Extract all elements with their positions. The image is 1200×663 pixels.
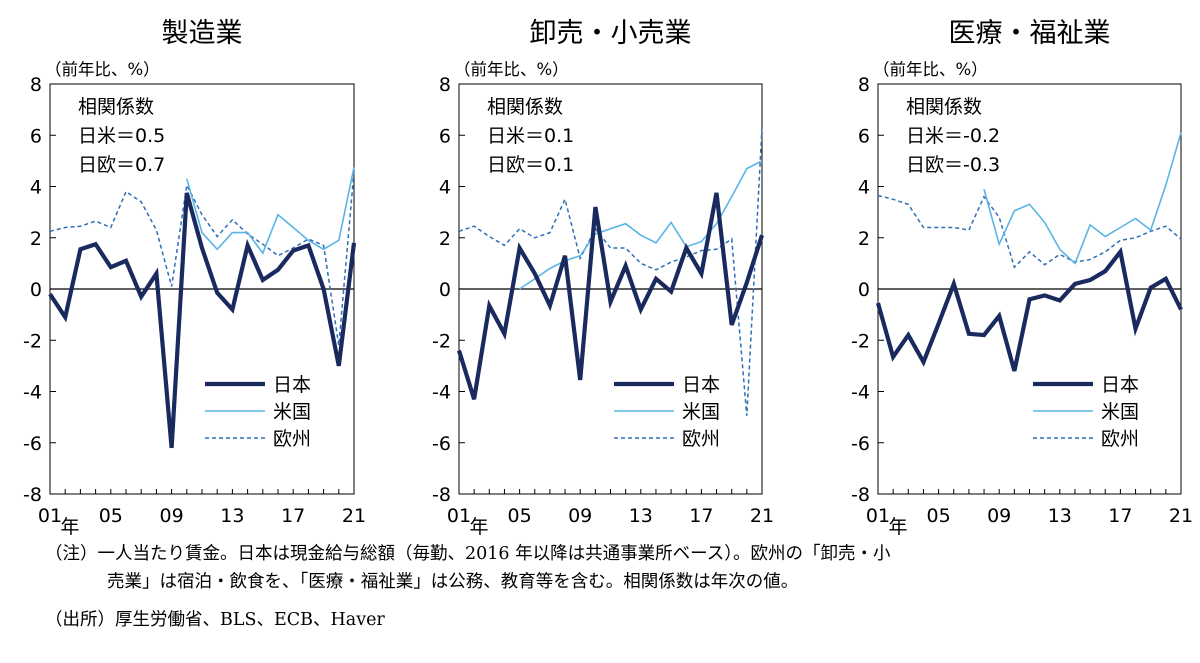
chart-title: 製造業	[162, 18, 243, 49]
y-tick-label: -4	[23, 382, 42, 404]
x-tick-label: 17	[281, 505, 305, 527]
y-tick-label: 2	[439, 228, 451, 250]
x-tick-label: 21	[1169, 505, 1193, 527]
y-tick-label: -8	[432, 484, 451, 506]
series-us-line	[186, 167, 355, 255]
series-eu-line	[49, 171, 355, 346]
chart-title: 医療・福祉業	[949, 18, 1111, 49]
note-line-1: （注）一人当たり賃金。日本は現金給与総額（毎勤、2016 年以降は共通事業所ベー…	[45, 544, 891, 564]
y-tick-label: 0	[439, 279, 451, 301]
corr-value: 日米＝0.5	[78, 125, 165, 147]
y-tick-label: 8	[439, 74, 451, 96]
series-eu-legend-label: 欧州	[273, 428, 311, 450]
x-tick-label: 13	[220, 505, 244, 527]
y-tick-label: -4	[432, 382, 451, 404]
y-tick-label: 4	[858, 177, 870, 199]
series-eu-legend-label: 欧州	[1101, 428, 1139, 450]
unit-label: （前年比、%）	[45, 60, 160, 79]
x-tick-label: 13	[629, 505, 653, 527]
series-eu-line	[458, 127, 763, 416]
source-note: （出所）厚生労働省、BLS、ECB、Haver	[45, 610, 385, 630]
corr-value: 日欧＝0.1	[487, 154, 574, 176]
y-tick-label: -8	[851, 484, 870, 506]
x-tick-label: 09	[160, 505, 184, 527]
y-tick-label: 2	[30, 228, 42, 250]
y-tick-label: 4	[30, 177, 42, 199]
x-tick-label: 21	[342, 505, 366, 527]
series-us-line	[519, 160, 763, 290]
x-year-label: 年	[469, 516, 488, 538]
x-tick-label: 09	[568, 505, 592, 527]
x-year-label: 年	[888, 516, 907, 538]
corr-value: 日欧＝0.7	[78, 154, 165, 176]
corr-heading: 相関係数	[906, 96, 982, 118]
y-tick-label: -8	[23, 484, 42, 506]
y-tick-label: 8	[858, 74, 870, 96]
series-us-legend-label: 米国	[1101, 401, 1139, 423]
series-eu-legend-label: 欧州	[682, 428, 720, 450]
y-tick-label: 8	[30, 74, 42, 96]
y-tick-label: 4	[439, 177, 451, 199]
x-tick-label: 01	[38, 505, 62, 527]
y-tick-label: -6	[851, 433, 870, 455]
corr-value: 日米＝0.1	[487, 125, 574, 147]
series-japan-line	[456, 192, 764, 400]
chart-title: 卸売・小売業	[530, 18, 692, 49]
x-tick-label: 01	[447, 505, 471, 527]
footnotes: （注）一人当たり賃金。日本は現金給与総額（毎勤、2016 年以降は共通事業所ベー…	[45, 540, 1185, 634]
y-tick-label: 6	[439, 125, 451, 147]
x-tick-label: 17	[689, 505, 713, 527]
corr-value: 日欧＝-0.3	[906, 154, 1000, 176]
corr-heading: 相関係数	[487, 96, 563, 118]
series-japan-line	[875, 246, 1183, 372]
note-line-2: 売業」は宿泊・飲食を、「医療・福祉業」は公務、教育等を含む。相関係数は年次の値。	[107, 572, 799, 592]
x-tick-label: 13	[1048, 505, 1072, 527]
series-eu-line	[877, 194, 1182, 269]
x-tick-label: 01	[866, 505, 890, 527]
unit-label: （前年比、%）	[454, 60, 569, 79]
y-tick-label: 6	[30, 125, 42, 147]
chart-panel-1: 製造業（前年比、%） -8 -6 -4 -2 0 2 4 6 8 01 05 09 13 17 21 年 相関係数…	[23, 18, 366, 538]
x-tick-label: 05	[99, 505, 123, 527]
y-tick-label: -2	[432, 330, 451, 352]
y-tick-label: 0	[858, 279, 870, 301]
x-tick-label: 21	[750, 505, 774, 527]
y-tick-label: 2	[858, 228, 870, 250]
chart-panel-2: 卸売・小売業 （前年比、%） -8 -6 -4 -2 0 2 4 6 8 01 05 09 13 17 21 年 相…	[432, 18, 774, 538]
corr-value: 日米＝-0.2	[906, 125, 1000, 147]
x-tick-label: 05	[927, 505, 951, 527]
y-tick-label: 6	[858, 125, 870, 147]
y-tick-label: -4	[851, 382, 870, 404]
series-japan-legend-label: 日本	[1101, 374, 1139, 396]
y-tick-label: -2	[851, 330, 870, 352]
y-tick-label: -2	[23, 330, 42, 352]
series-us-legend-label: 米国	[273, 401, 311, 423]
x-year-label: 年	[60, 516, 79, 538]
x-tick-label: 05	[508, 505, 532, 527]
y-tick-label: -6	[23, 433, 42, 455]
series-japan-legend-label: 日本	[682, 374, 720, 396]
y-tick-label: -6	[432, 433, 451, 455]
unit-label: （前年比、%）	[873, 60, 988, 79]
corr-heading: 相関係数	[78, 96, 154, 118]
series-us-line	[983, 132, 1182, 265]
series-japan-legend-label: 日本	[273, 374, 311, 396]
chart-panel-3: 医療・福祉業 （前年比、%） -8 -6 -4 -2 0 2 4 6 8 01 05 09 13 17 21 年 相…	[851, 18, 1193, 538]
series-us-legend-label: 米国	[682, 401, 720, 423]
x-tick-label: 09	[987, 505, 1011, 527]
y-tick-label: 0	[30, 279, 42, 301]
series-japan-line	[48, 192, 357, 449]
x-tick-label: 17	[1108, 505, 1132, 527]
